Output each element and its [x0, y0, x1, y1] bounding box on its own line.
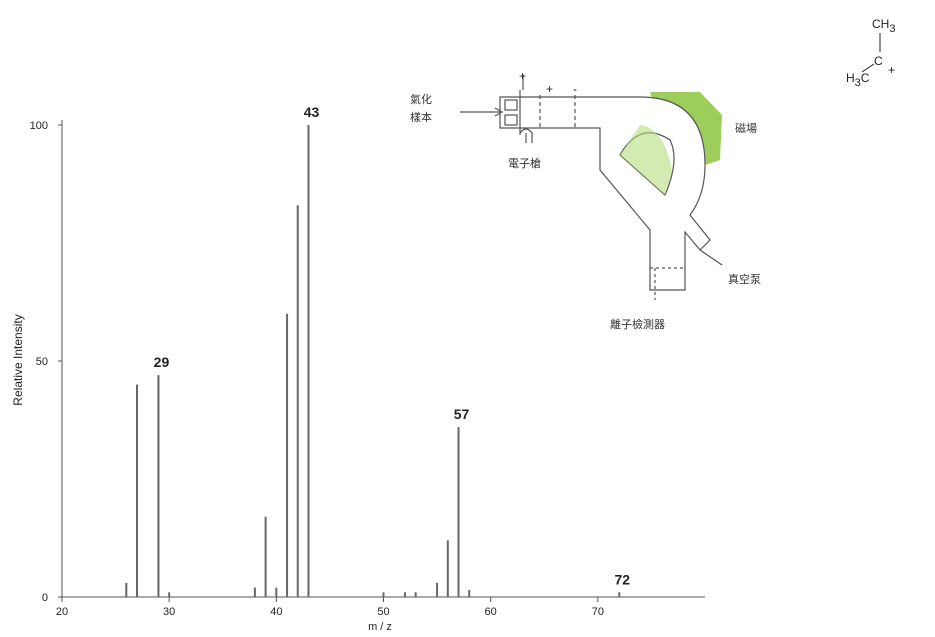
diagram-label: 電子槍 [508, 156, 541, 170]
peak-label: 57 [454, 406, 470, 422]
diagram-label: 真空泵 [728, 272, 761, 286]
x-axis-label: m / z [368, 621, 392, 633]
sign: + [519, 69, 526, 83]
peak-bar [168, 592, 171, 597]
peak-bar [403, 592, 406, 597]
tube [499, 96, 711, 291]
electron-gun [519, 128, 533, 143]
peak-label: 29 [154, 354, 170, 370]
plate [504, 99, 518, 111]
y-axis-label: Relative Intensity [11, 314, 25, 405]
y-tick-label: 50 [36, 356, 48, 368]
arrow [699, 249, 723, 266]
peak-bar [307, 125, 310, 597]
molecule: CH3 C + H3C [846, 17, 895, 89]
peak-bar [286, 313, 289, 597]
peak-bar [446, 540, 449, 597]
x-tick-label: 50 [377, 606, 389, 618]
x-tick-label: 40 [270, 606, 282, 618]
diagram-label: 離子檢測器 [610, 317, 665, 331]
molecule-text: C [874, 54, 883, 68]
sign: - [573, 82, 577, 96]
x-tick-label: 70 [592, 606, 604, 618]
peak-bar [275, 587, 278, 597]
y-tick-label: 100 [30, 120, 48, 132]
instrument-diagram [460, 74, 723, 300]
molecule-text: CH3 [872, 17, 895, 35]
x-tick-label: 20 [56, 606, 68, 618]
diagram-label: 氣化 [410, 92, 432, 106]
peak-bar [618, 592, 621, 597]
diagram-label: 磁場 [735, 122, 757, 135]
molecule-text: H [846, 71, 855, 85]
peak-bar [136, 384, 139, 597]
molecule-text: 3 [889, 23, 895, 35]
peak-bar [457, 427, 460, 597]
y-tick-label: 0 [42, 592, 48, 604]
peak-bar [253, 587, 256, 597]
peak-bar [264, 516, 267, 597]
molecule-text: H3C [846, 71, 870, 89]
plate [504, 114, 518, 126]
peak-bar [468, 589, 471, 597]
peak-bar [296, 205, 299, 598]
molecule-text: 3 [855, 77, 861, 89]
peak-bar [125, 582, 128, 597]
sign: + [546, 82, 553, 96]
peak-bar [382, 592, 385, 597]
x-tick-label: 60 [485, 606, 497, 618]
magnet-shade [620, 125, 672, 195]
x-tick-label: 30 [163, 606, 175, 618]
peak-bar [414, 592, 417, 597]
peak-label: 43 [304, 104, 320, 120]
peak-label: 72 [614, 571, 630, 587]
molecule-text: CH [872, 17, 889, 31]
peak-bar [157, 375, 160, 597]
molecule-text: C [861, 71, 870, 85]
arrowhead [494, 107, 504, 117]
bond [861, 63, 875, 73]
diagram-label: 樣本 [410, 110, 432, 124]
molecule-text: + [888, 63, 895, 77]
peak-bar [436, 582, 439, 597]
